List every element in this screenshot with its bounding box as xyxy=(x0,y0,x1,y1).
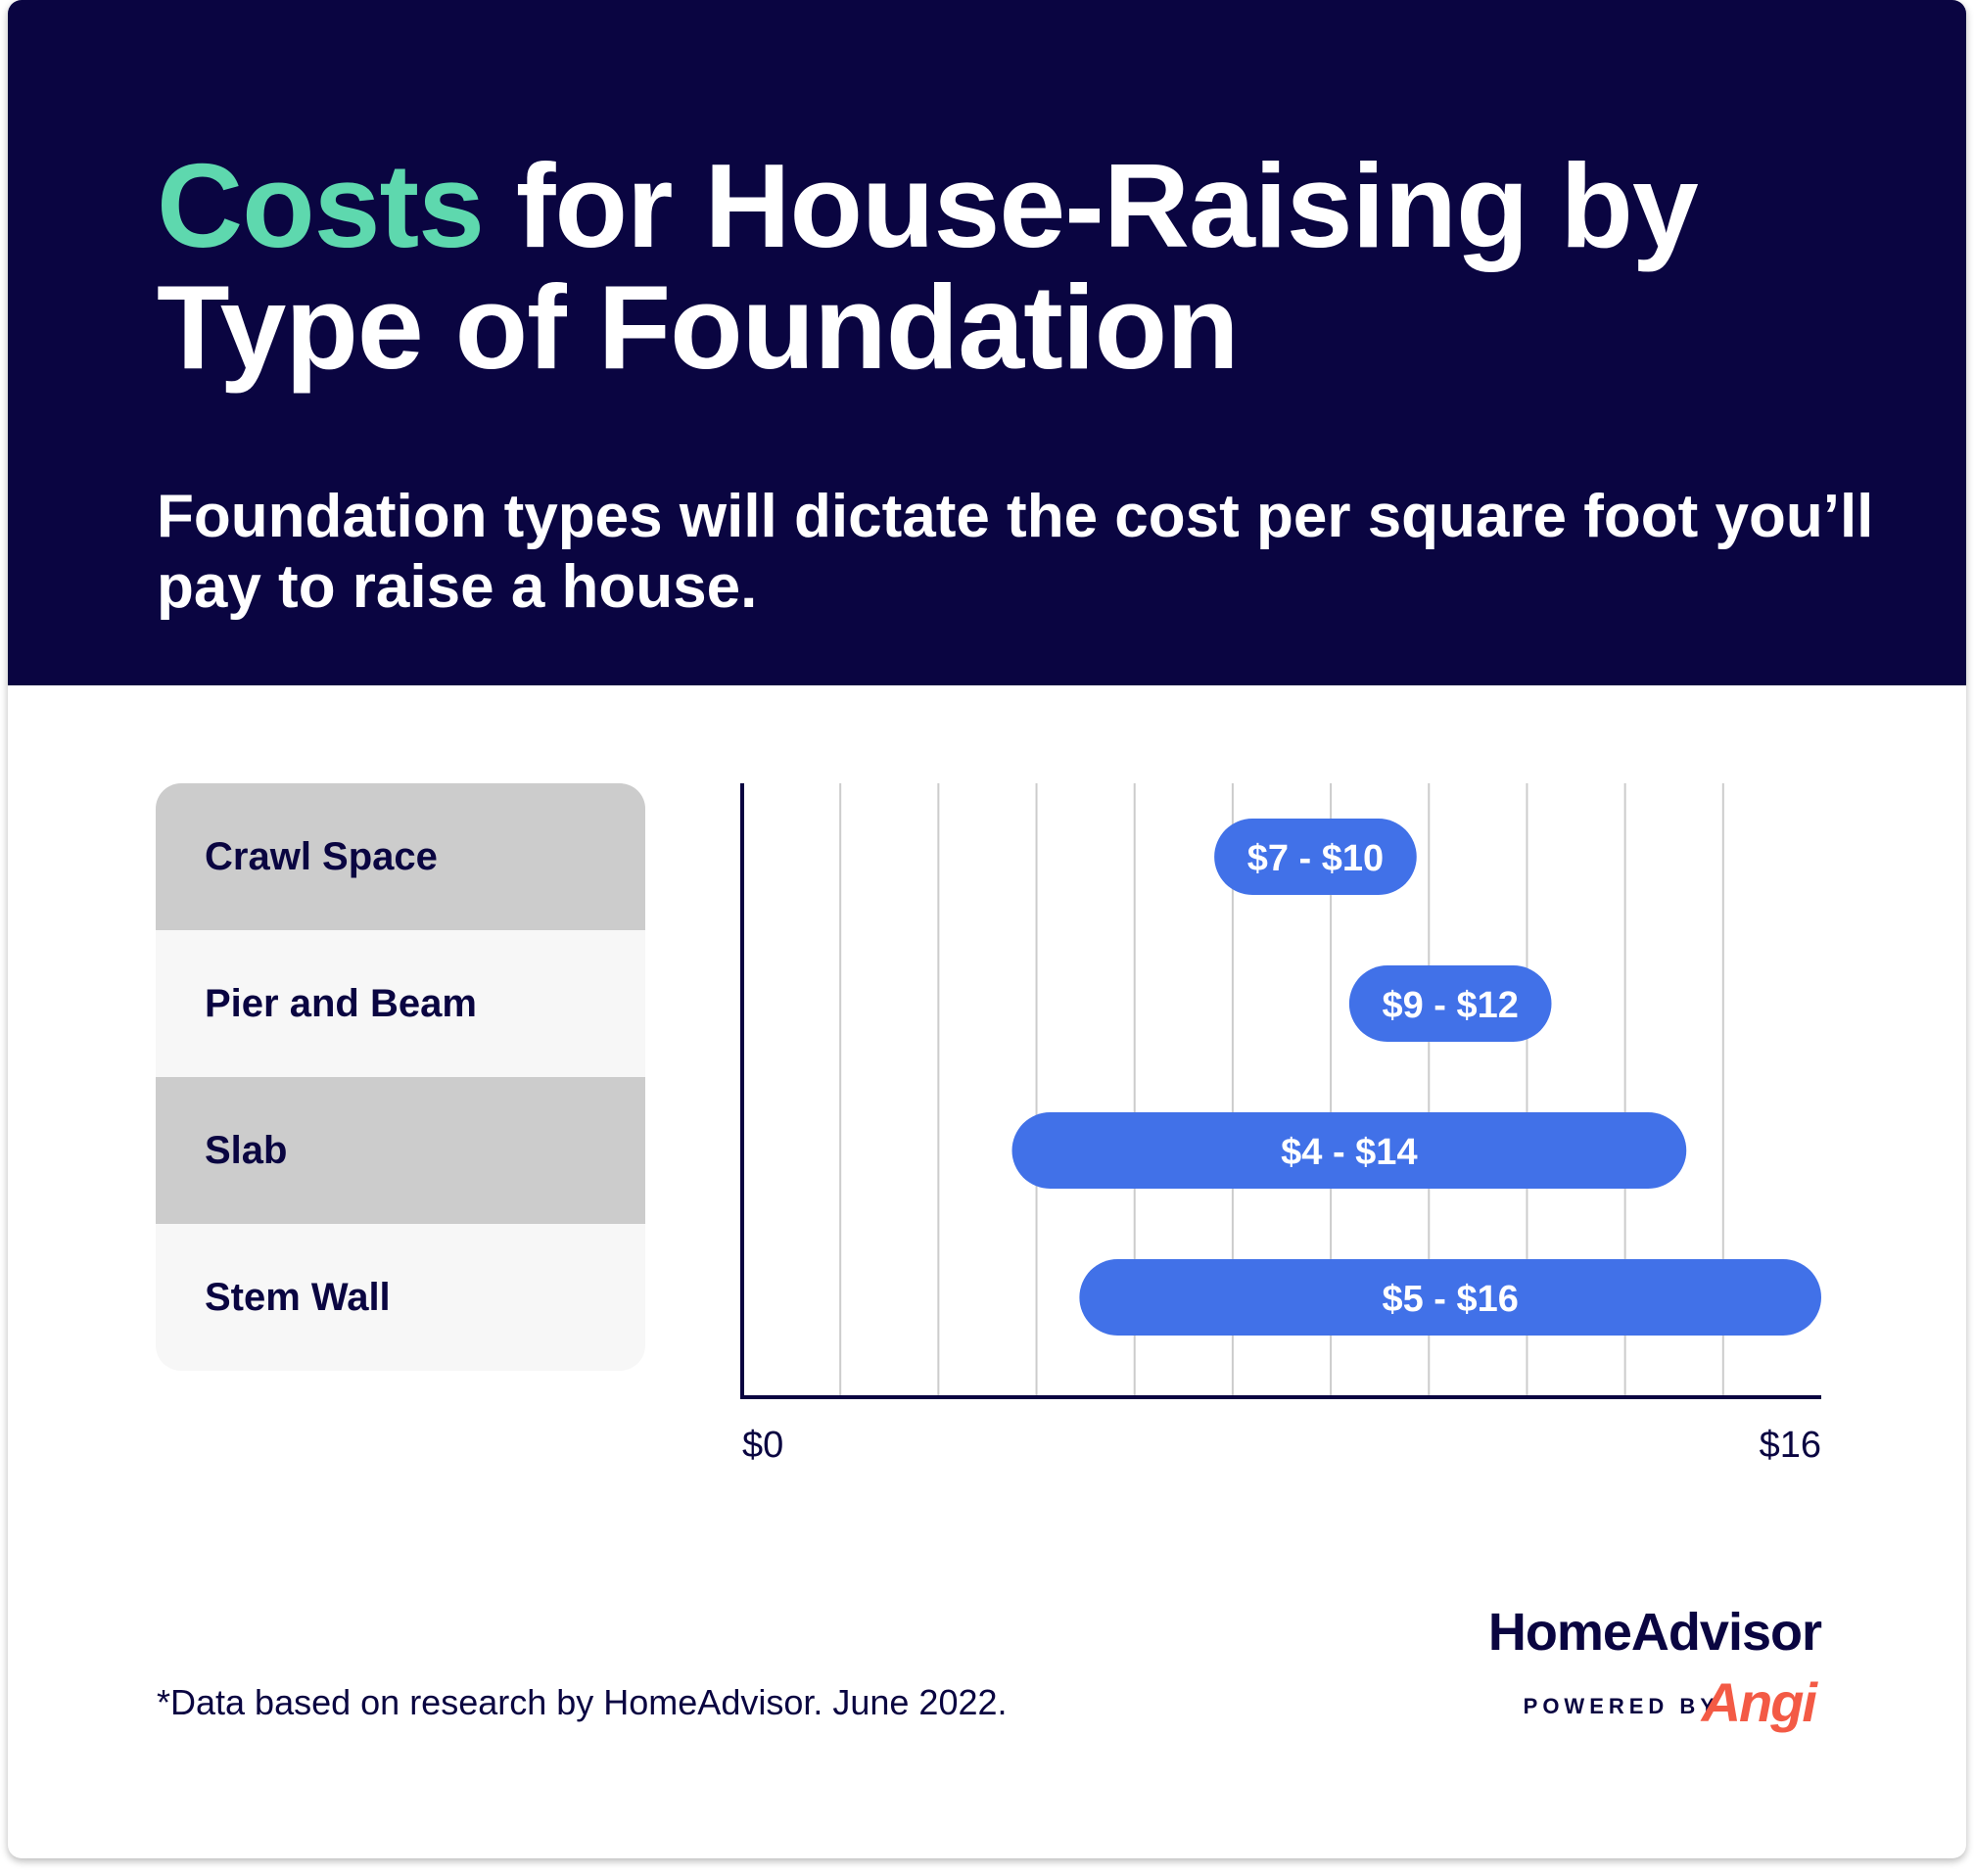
range-bar-chart: $0 $16 $7 - $10 $9 - $12 $4 - $14 $5 - $16 xyxy=(740,783,1821,1466)
category-label-stem-wall: Stem Wall xyxy=(156,1224,645,1371)
page-title: Costs for House-Raising by Type of Found… xyxy=(157,145,1880,388)
range-label-pier-and-beam: $9 - $12 xyxy=(1382,985,1518,1026)
range-bar-stem-wall xyxy=(1079,1259,1821,1336)
range-label-stem-wall: $5 - $16 xyxy=(1382,1279,1518,1320)
range-bar-slab xyxy=(1011,1112,1687,1189)
range-label-slab: $4 - $14 xyxy=(1281,1132,1417,1173)
range-bar-pier-and-beam xyxy=(1348,965,1552,1042)
header-banner: Costs for House-Raising by Type of Found… xyxy=(8,0,1966,685)
category-label-pier-and-beam: Pier and Beam xyxy=(156,930,645,1077)
category-label-slab: Slab xyxy=(156,1077,645,1224)
title-rest: for House-Raising by Type of Foundation xyxy=(157,139,1699,394)
category-labels: Crawl Space Pier and Beam Slab Stem Wall xyxy=(156,783,645,1371)
subtitle: Foundation types will dictate the cost p… xyxy=(157,483,1874,621)
x-tick-label-min: $0 xyxy=(742,1425,783,1466)
range-bar-crawl-space xyxy=(1214,819,1417,895)
footnote: *Data based on research by HomeAdvisor. … xyxy=(157,1682,1008,1722)
category-label-crawl-space: Crawl Space xyxy=(156,783,645,930)
brand-name: HomeAdvisor xyxy=(1487,1603,1822,1662)
range-label-crawl-space: $7 - $10 xyxy=(1247,838,1384,879)
angi-logo: Angi xyxy=(1701,1671,1817,1733)
title-accent: Costs xyxy=(157,139,485,272)
infographic-card: Costs for House-Raising by Type of Found… xyxy=(8,0,1966,1858)
homeadvisor-logo: HomeAdvisor POWERED BY Angi xyxy=(1418,1602,1829,1733)
x-tick-label-max: $16 xyxy=(1760,1425,1821,1466)
brand-powered-by: POWERED BY xyxy=(1523,1694,1719,1718)
